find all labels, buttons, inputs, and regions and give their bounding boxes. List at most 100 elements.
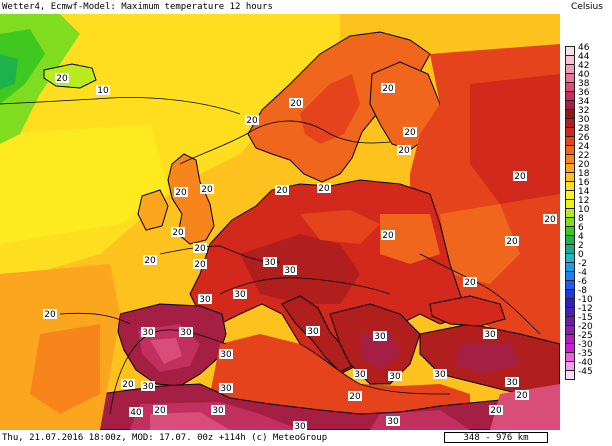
ireland — [137, 189, 169, 231]
svg-text:20: 20 — [246, 116, 258, 126]
svg-text:40: 40 — [130, 408, 142, 418]
isotherm-label: 30 — [179, 327, 193, 338]
svg-text:20: 20 — [194, 244, 206, 254]
black-sea — [429, 295, 506, 327]
isotherm-label: 40 — [129, 407, 143, 418]
isotherm-label: 20 — [381, 83, 395, 94]
isotherm-label: 30 — [388, 371, 402, 382]
legend-label: -2 — [578, 259, 587, 269]
isotherm-label-layer: 10 20 20 20 20 20 20 20 20 20 20 20 20 20 20 20 20 20 20 20… — [43, 73, 557, 430]
legend-label: -8 — [578, 286, 587, 296]
isotherm-label: 20 — [153, 405, 167, 416]
great-britain — [167, 153, 215, 245]
isotherm-label: 20 — [193, 243, 207, 254]
isotherm-label: 30 — [141, 327, 155, 338]
isotherm-label: 20 — [171, 227, 185, 238]
isotherm-label: 20 — [143, 255, 157, 266]
legend-swatches — [565, 46, 575, 380]
legend-label: -35 — [578, 349, 593, 359]
svg-text:20: 20 — [172, 228, 184, 238]
isotherm-label: 30 — [353, 369, 367, 380]
svg-text:20: 20 — [514, 172, 526, 182]
isotherm-label: 30 — [505, 377, 519, 388]
svg-text:20: 20 — [544, 215, 556, 225]
isotherm-label: 20 — [43, 309, 57, 320]
isotherm-lines — [0, 97, 541, 415]
legend-label: 12 — [578, 196, 590, 206]
legend-label: 44 — [578, 52, 590, 62]
isotherm-label: 30 — [373, 331, 387, 342]
legend-label: 0 — [578, 250, 584, 260]
isotherm-label: 20 — [55, 73, 69, 84]
svg-text:20: 20 — [516, 391, 528, 401]
isotherm-label: 30 — [386, 416, 400, 427]
legend-swatch — [565, 370, 575, 380]
legend-label: 32 — [578, 106, 590, 116]
isotherm-label: 20 — [543, 214, 557, 225]
legend-title: Celsius — [571, 2, 603, 12]
isotherm-label: 20 — [275, 185, 289, 196]
isotherm-label: 30 — [306, 326, 320, 337]
svg-text:20: 20 — [506, 237, 518, 247]
legend-label: 24 — [578, 142, 590, 152]
isotherm-label: 20 — [348, 391, 362, 402]
legend-label: 18 — [578, 169, 590, 179]
isotherm-label: 20 — [174, 187, 188, 198]
legend-label: 36 — [578, 88, 590, 98]
legend-label: -25 — [578, 331, 593, 341]
color-legend: Celsius 46 44 42 40 38 36 34 32 30 28 26 24 22 20 18 16… — [560, 0, 612, 430]
legend-label: 46 — [578, 43, 590, 53]
svg-text:30: 30 — [212, 406, 224, 416]
legend-label: 14 — [578, 187, 590, 197]
svg-text:30: 30 — [180, 328, 192, 338]
svg-text:20: 20 — [122, 380, 134, 390]
legend-label: -30 — [578, 340, 593, 350]
svg-text:30: 30 — [387, 417, 399, 427]
svg-text:30: 30 — [284, 266, 296, 276]
svg-text:20: 20 — [404, 128, 416, 138]
legend-label: 26 — [578, 133, 590, 143]
svg-text:20: 20 — [276, 186, 288, 196]
svg-text:20: 20 — [175, 188, 187, 198]
isotherm-label: 20 — [245, 115, 259, 126]
svg-text:30: 30 — [142, 328, 154, 338]
svg-text:20: 20 — [464, 278, 476, 288]
svg-text:20: 20 — [349, 392, 361, 402]
svg-text:20: 20 — [490, 406, 502, 416]
legend-label: 8 — [578, 214, 584, 224]
legend-label: 30 — [578, 115, 590, 125]
isotherm-label: 30 — [198, 294, 212, 305]
svg-text:30: 30 — [264, 258, 276, 268]
svg-text:30: 30 — [354, 370, 366, 380]
svg-text:20: 20 — [382, 231, 394, 241]
svg-text:20: 20 — [382, 84, 394, 94]
svg-text:20: 20 — [318, 184, 330, 194]
legend-label: 20 — [578, 160, 590, 170]
svg-text:20: 20 — [154, 406, 166, 416]
svg-text:30: 30 — [234, 290, 246, 300]
isotherm-label: 20 — [397, 145, 411, 156]
isotherm-label: 30 — [141, 381, 155, 392]
isotherm-label: 10 — [96, 85, 110, 96]
legend-label: -45 — [578, 367, 593, 377]
legend-label: 6 — [578, 223, 584, 233]
svg-text:20: 20 — [144, 256, 156, 266]
isotherm-label: 20 — [489, 405, 503, 416]
isotherm-label: 30 — [219, 349, 233, 360]
legend-label: -20 — [578, 322, 593, 332]
svg-text:30: 30 — [142, 382, 154, 392]
isotherm-label: 30 — [483, 329, 497, 340]
svg-text:20: 20 — [201, 185, 213, 195]
isotherm-label: 20 — [513, 171, 527, 182]
legend-label: -10 — [578, 295, 593, 305]
legend-label: -12 — [578, 304, 593, 314]
legend-label: -4 — [578, 268, 587, 278]
legend-label: -6 — [578, 277, 587, 287]
isotherm-label: 20 — [463, 277, 477, 288]
svg-text:30: 30 — [374, 332, 386, 342]
svg-text:30: 30 — [434, 370, 446, 380]
svg-text:30: 30 — [294, 422, 306, 430]
svg-text:20: 20 — [56, 74, 68, 84]
svg-text:20: 20 — [290, 99, 302, 109]
isotherm-label: 30 — [211, 405, 225, 416]
